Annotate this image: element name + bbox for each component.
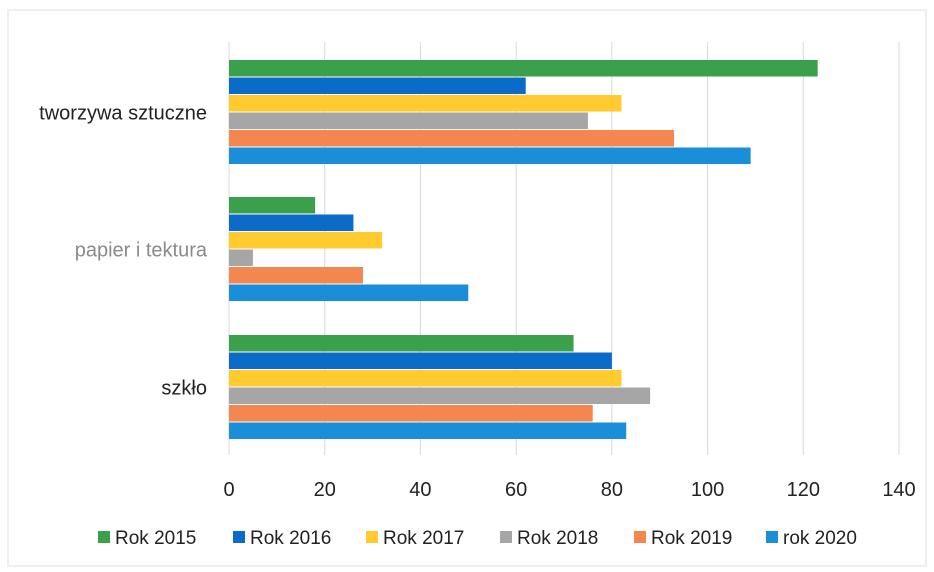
x-tick-label: 80 [601,479,623,501]
bar [229,405,593,422]
chart-frame [7,9,927,567]
bar [229,77,526,94]
bar [229,60,818,77]
bar [229,112,588,129]
bar [229,422,627,439]
bar [229,147,751,164]
legend-label: Rok 2015 [115,528,196,549]
bar [229,335,574,352]
x-tick-label: 140 [882,479,915,501]
category-label: szkło [161,378,207,400]
category-label: tworzywa sztuczne [39,103,207,125]
x-tick-label: 120 [787,479,820,501]
bar [229,352,612,369]
legend-swatch [500,531,512,543]
legend-swatch [766,531,778,543]
bar [229,197,316,214]
bar [229,249,253,266]
legend-label: rok 2020 [783,528,857,549]
x-tick-label: 20 [314,479,336,501]
legend-swatch [98,531,110,543]
bar [229,387,651,404]
bar [229,130,675,147]
x-tick-label: 60 [505,479,527,501]
bar [229,214,354,231]
legend-swatch [634,531,646,543]
bar [229,370,622,387]
bar [229,284,469,301]
bar [229,232,383,249]
legend-label: Rok 2019 [651,528,732,549]
bar [229,267,363,284]
legend-swatch [233,531,245,543]
legend-label: Rok 2016 [250,528,331,549]
legend-label: Rok 2017 [383,528,464,549]
x-tick-label: 100 [691,479,724,501]
legend-label: Rok 2018 [517,528,598,549]
bar [229,95,622,112]
x-tick-label: 0 [223,479,234,501]
category-label: papier i tektura [75,240,208,262]
x-tick-label: 40 [409,479,431,501]
legend-swatch [366,531,378,543]
